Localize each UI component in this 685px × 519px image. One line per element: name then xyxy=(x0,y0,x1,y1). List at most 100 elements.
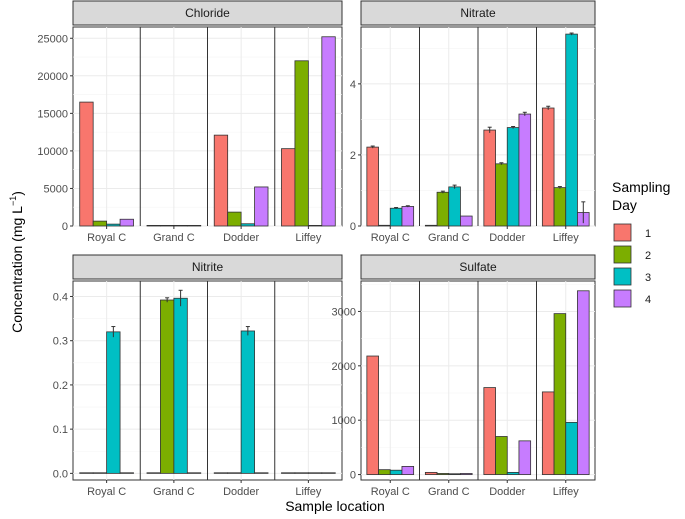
y-tick-label-sulfate: 1000 xyxy=(332,415,356,427)
x-tick-label-chloride-royal-c: Royal C xyxy=(87,232,126,244)
y-tick-label-chloride: 5000 xyxy=(44,183,68,195)
y-tick-label-sulfate: 2000 xyxy=(332,361,356,373)
strip-nitrite xyxy=(72,254,343,280)
bar-sulfate-grand-c-day-2 xyxy=(436,473,450,475)
x-tick-label-chloride-grand-c: Grand C xyxy=(153,232,195,244)
panel-nitrate: Nitrate 0 2 4 Royal C Grand C Dodder Liffey xyxy=(350,0,596,244)
bar-nitrate-liffey-day-3 xyxy=(565,33,578,227)
legend-label-day-4: 4 xyxy=(645,294,651,306)
legend-key-day-1 xyxy=(613,223,632,242)
y-tick-label-nitrate: 4 xyxy=(350,79,356,91)
panel-nitrite: Nitrite 0.0 0.1 0.2 0.3 0.4 Royal C Grand C Dodd… xyxy=(53,254,343,498)
y-tick-label-chloride: 15000 xyxy=(37,108,68,120)
bar-sulfate-grand-c-day-1 xyxy=(424,471,438,475)
x-tick-label-nitrite-dodder: Dodder xyxy=(223,486,259,498)
x-tick-label-sulfate-dodder: Dodder xyxy=(489,486,525,498)
y-axis-title: Concentration (mg L−1) xyxy=(8,191,25,333)
bar-chloride-liffey-day-1 xyxy=(281,148,296,227)
y-tick-label-nitrate: 0 xyxy=(350,221,356,233)
bar-chloride-royal-c-day-3 xyxy=(106,223,121,227)
x-tick-label-nitrite-grand-c: Grand C xyxy=(153,486,195,498)
bar-chloride-dodder-day-1 xyxy=(213,134,229,227)
legend-title-line1: Sampling xyxy=(612,179,670,195)
bar-sulfate-liffey-day-1 xyxy=(541,391,555,475)
bar-nitrite-royal-c-day-3 xyxy=(106,331,121,474)
strip-title-chloride: Chloride xyxy=(185,6,230,20)
y-tick-label-nitrite: 0.4 xyxy=(53,291,68,303)
bar-nitrate-dodder-day-1 xyxy=(483,129,496,227)
bar-chloride-royal-c-day-2 xyxy=(92,220,108,227)
bar-chloride-liffey-day-2 xyxy=(294,60,309,227)
x-tick-label-sulfate-grand-c: Grand C xyxy=(428,486,470,498)
x-tick-label-chloride-liffey: Liffey xyxy=(295,232,322,244)
x-tick-label-sulfate-royal-c: Royal C xyxy=(371,486,410,498)
bar-sulfate-grand-c-day-4 xyxy=(460,473,473,475)
bar-nitrite-grand-c-day-2 xyxy=(160,299,175,474)
bar-nitrate-dodder-day-4 xyxy=(518,113,532,227)
bar-sulfate-dodder-day-3 xyxy=(506,471,520,475)
y-tick-label-nitrite: 0.3 xyxy=(53,336,68,348)
x-tick-label-nitrite-liffey: Liffey xyxy=(295,486,322,498)
legend-key-day-4 xyxy=(613,289,632,308)
bar-sulfate-dodder-day-1 xyxy=(483,387,496,475)
x-tick-label-nitrate-royal-c: Royal C xyxy=(371,232,410,244)
strip-sulfate xyxy=(360,254,596,280)
bar-nitrate-grand-c-day-1 xyxy=(424,224,438,227)
y-axis-title-close: ) xyxy=(9,191,25,196)
strip-title-nitrate: Nitrate xyxy=(460,6,496,20)
bar-chloride-liffey-day-3 xyxy=(307,224,323,227)
bar-nitrate-dodder-day-2 xyxy=(495,163,508,227)
x-tick-label-chloride-dodder: Dodder xyxy=(223,232,259,244)
bar-sulfate-royal-c-day-3 xyxy=(389,469,403,475)
bar-nitrite-grand-c-day-4 xyxy=(186,472,202,474)
bar-chloride-royal-c-day-1 xyxy=(79,101,94,227)
bar-sulfate-royal-c-day-2 xyxy=(378,469,391,475)
y-axis-title-main: Concentration (mg L xyxy=(9,206,25,333)
y-tick-label-chloride: 10000 xyxy=(37,146,68,158)
bar-chloride-grand-c-day-1 xyxy=(146,224,161,227)
bar-chloride-grand-c-day-2 xyxy=(160,224,175,227)
panel-sulfate: Sulfate 0 1000 2000 3000 Royal C Grand C Dodder… xyxy=(332,254,596,498)
bar-nitrite-royal-c-day-2 xyxy=(92,472,108,474)
bar-nitrite-royal-c-day-4 xyxy=(119,472,134,474)
bar-chloride-royal-c-day-4 xyxy=(119,218,134,227)
y-tick-label-nitrate: 2 xyxy=(350,150,356,162)
legend: Sampling Day 1 2 3 4 xyxy=(612,179,670,308)
y-tick-label-nitrite: 0.1 xyxy=(53,424,68,436)
x-tick-label-nitrite-royal-c: Royal C xyxy=(87,486,126,498)
bar-nitrite-dodder-day-1 xyxy=(213,472,229,474)
bar-nitrate-royal-c-day-2 xyxy=(378,224,391,227)
panel-chloride: Chloride 0 5000 10000 15000 20000 25000 Royal C… xyxy=(37,0,343,244)
bar-chloride-grand-c-day-3 xyxy=(173,224,188,227)
bar-nitrite-grand-c-day-3 xyxy=(173,297,188,474)
legend-label-day-1: 1 xyxy=(645,228,651,240)
legend-label-day-2: 2 xyxy=(645,250,651,262)
bar-chloride-dodder-day-4 xyxy=(254,186,269,227)
bar-nitrate-grand-c-day-2 xyxy=(436,191,450,227)
bar-nitrite-dodder-day-3 xyxy=(240,330,255,474)
y-tick-label-nitrite: 0.0 xyxy=(53,468,68,480)
legend-title-line2: Day xyxy=(612,197,637,213)
y-tick-label-nitrite: 0.2 xyxy=(53,380,68,392)
bar-chloride-dodder-day-3 xyxy=(240,223,255,227)
bar-nitrite-liffey-day-1 xyxy=(281,472,296,474)
bar-sulfate-dodder-day-2 xyxy=(495,436,508,475)
bar-nitrite-royal-c-day-1 xyxy=(79,472,94,474)
bar-sulfate-liffey-day-2 xyxy=(553,313,567,475)
legend-key-day-2 xyxy=(613,245,632,264)
x-tick-label-nitrate-dodder: Dodder xyxy=(489,232,525,244)
bar-nitrite-liffey-day-3 xyxy=(307,472,323,474)
bar-nitrate-grand-c-day-4 xyxy=(460,215,473,227)
bar-nitrate-dodder-day-3 xyxy=(506,127,520,227)
strip-nitrate xyxy=(360,0,596,26)
y-axis-title-superscript: −1 xyxy=(8,196,18,206)
x-tick-label-sulfate-liffey: Liffey xyxy=(553,486,580,498)
bar-chloride-dodder-day-2 xyxy=(227,211,242,227)
bar-sulfate-dodder-day-4 xyxy=(518,440,532,475)
x-axis-title: Sample location xyxy=(285,498,385,514)
bar-sulfate-royal-c-day-4 xyxy=(401,466,415,475)
legend-label-day-3: 3 xyxy=(645,272,651,284)
bar-nitrite-dodder-day-4 xyxy=(254,472,269,474)
bar-nitrite-liffey-day-4 xyxy=(321,472,336,474)
